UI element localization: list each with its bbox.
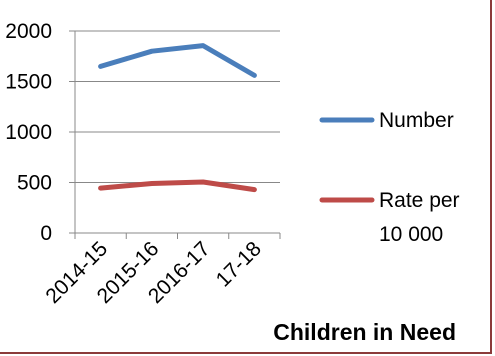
chart-caption: Children in Need [273,319,456,345]
line-chart: 0 500 1000 1500 2000 2014-152015-162016-1717… [5,20,460,345]
legend-label-line: 10 000 [379,223,443,246]
series-line-1 [98,179,257,193]
legend: Number Rate per 10 000 [319,109,460,246]
y-tick-label: 1000 [5,121,52,144]
x-tick-label: 17-18 [212,237,266,291]
gridlines [75,30,280,183]
series-line-0 [98,43,257,78]
y-axis-ticks: 0 500 1000 1500 2000 [5,20,75,245]
y-tick-label: 500 [17,172,52,195]
y-tick-label: 2000 [5,20,52,43]
y-tick-label: 1500 [5,71,52,94]
legend-label: Number [379,109,454,132]
series-lines [98,43,257,193]
y-tick-label: 0 [40,222,52,245]
legend-label-line: Rate per [379,189,460,212]
